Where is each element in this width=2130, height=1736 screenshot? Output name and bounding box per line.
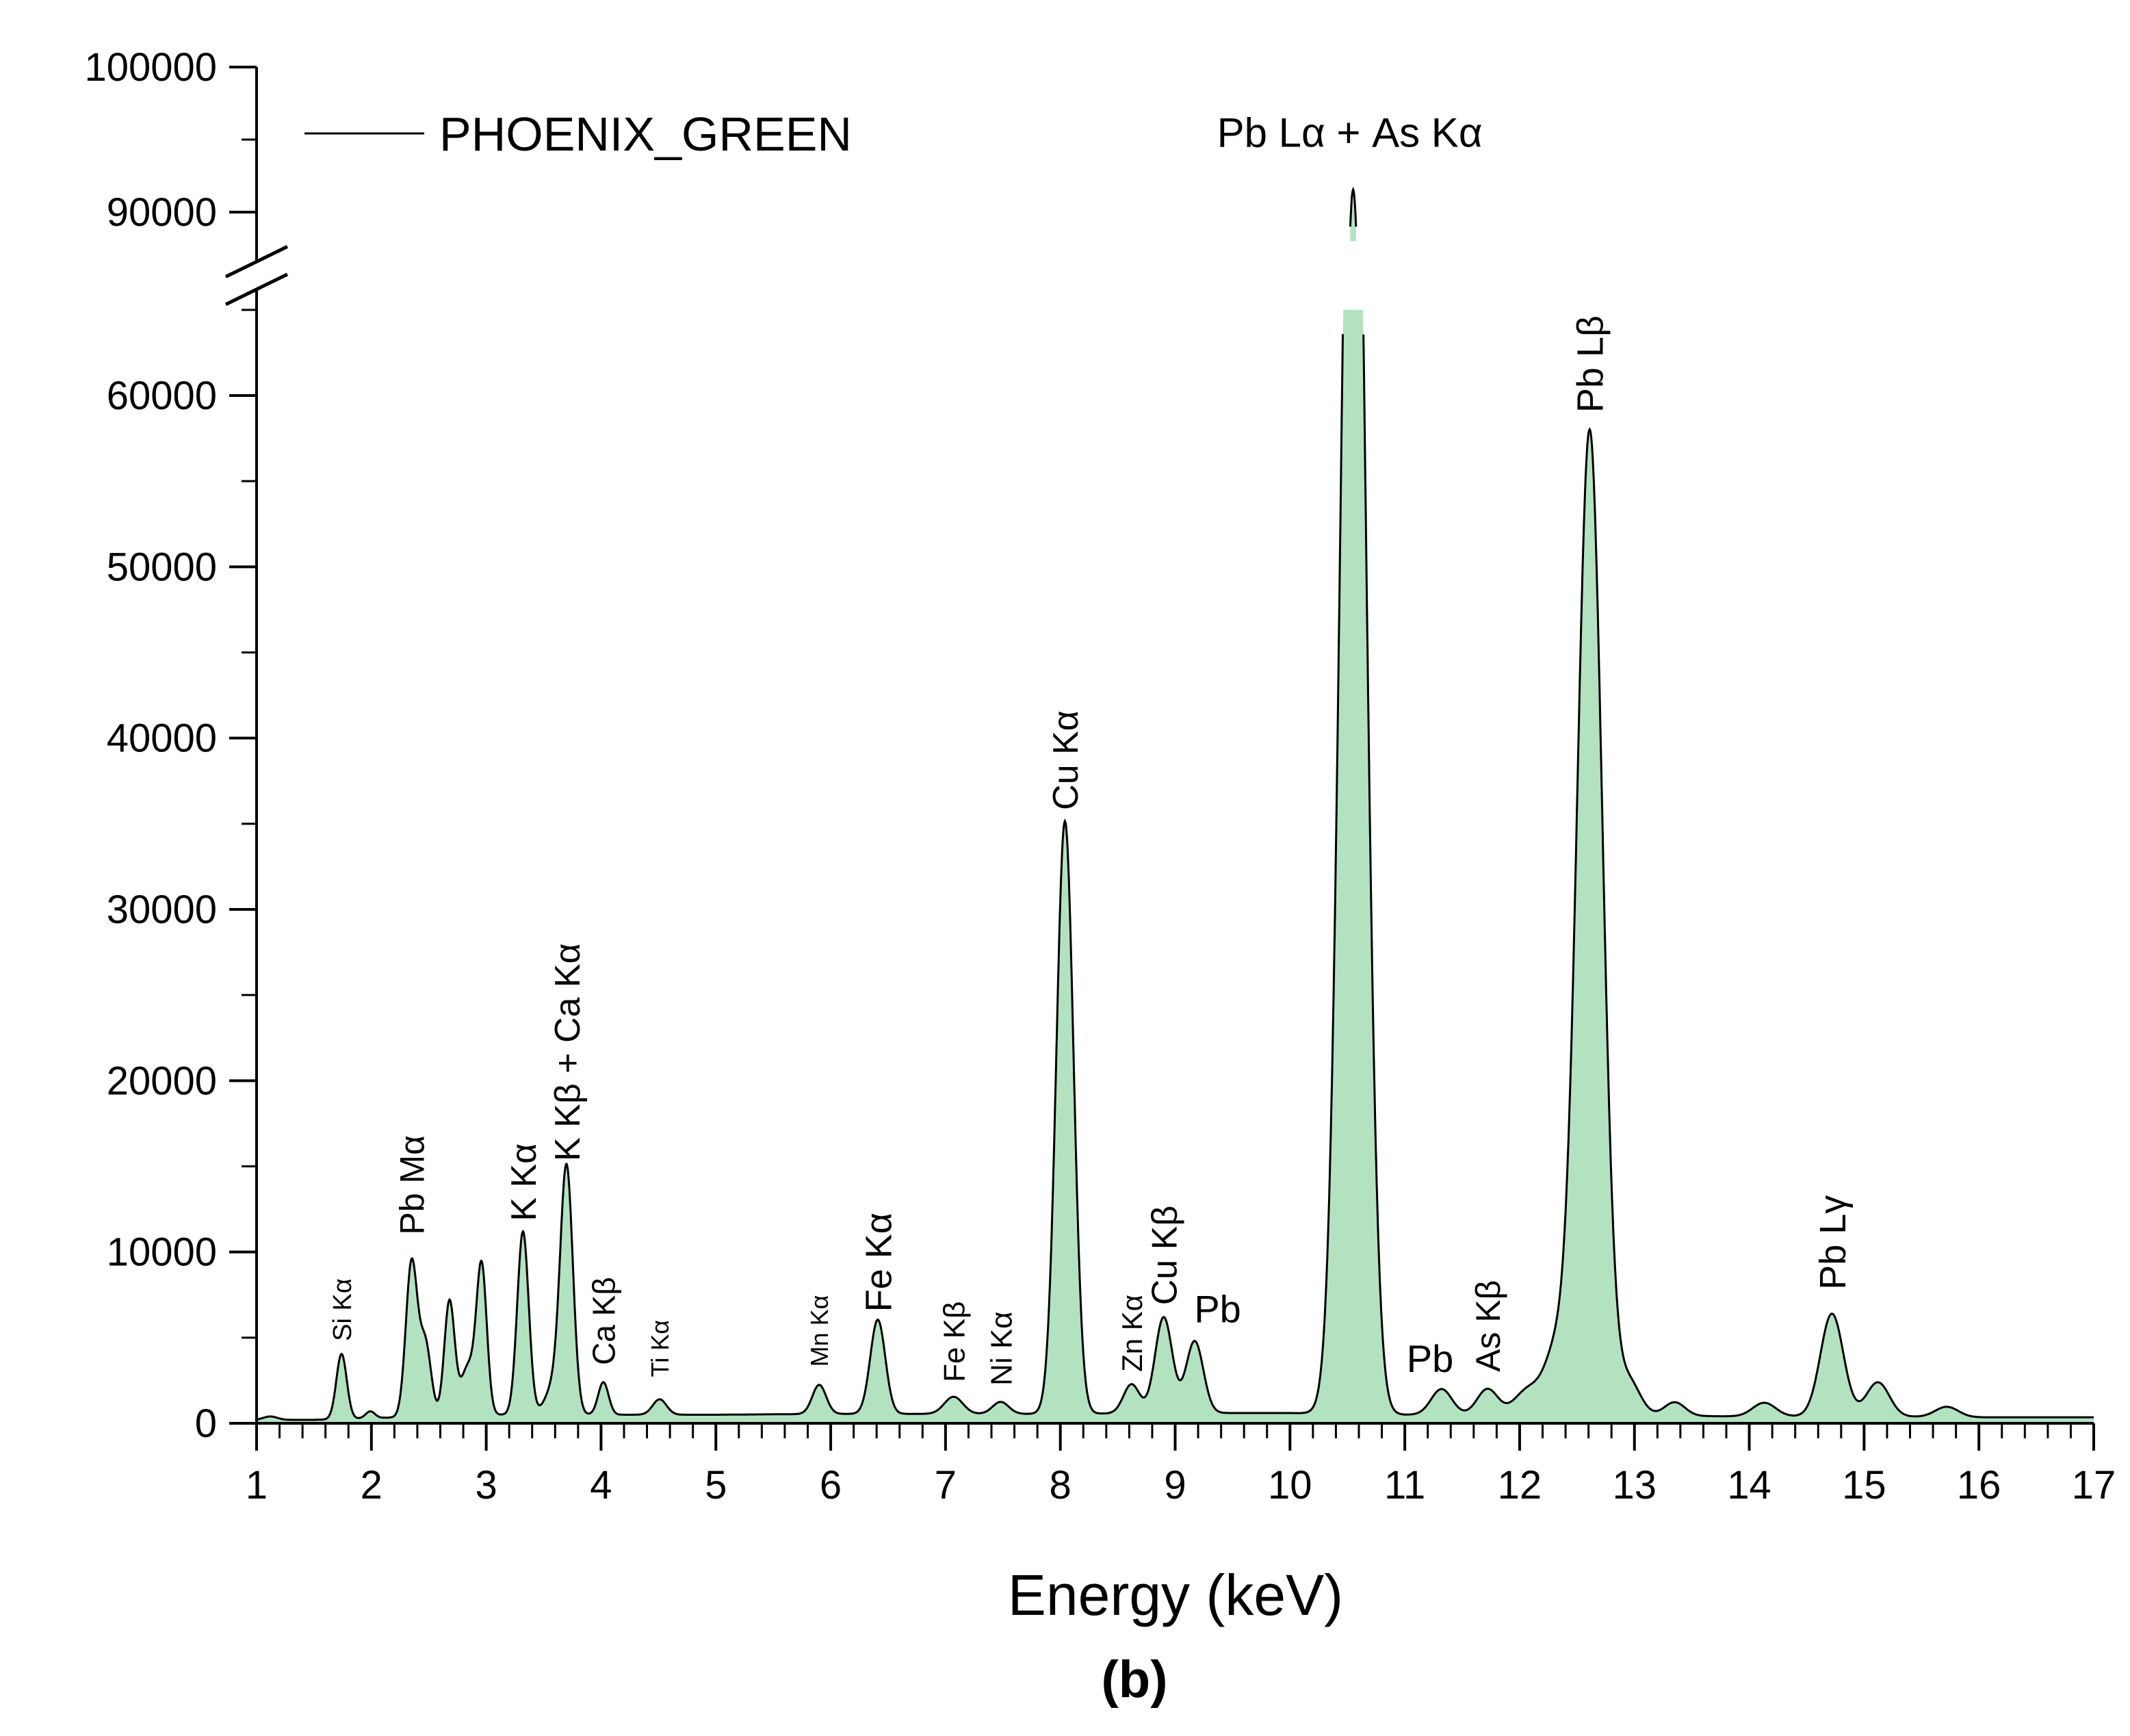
peak-label-cu-kb: Cu Kβ <box>1145 1206 1184 1306</box>
spectrum-line <box>1362 334 2094 1418</box>
peak-label-pb-lb: Pb Lβ <box>1570 315 1611 413</box>
peak-label-ni-ka: Ni Kα <box>985 1311 1018 1386</box>
axis-break-mark <box>224 245 289 278</box>
y-tick-label: 100000 <box>84 45 217 90</box>
peak-label-pb-la-as-ka: Pb Lα + As Kα <box>1217 110 1483 156</box>
x-axis-title: Energy (keV) <box>1008 1563 1343 1627</box>
x-tick-label: 4 <box>590 1463 612 1507</box>
x-tick-label: 5 <box>705 1463 727 1507</box>
peak-label-k-ka: K Kα <box>504 1143 544 1221</box>
peak-label-mn-ka: Mn Kα <box>805 1295 833 1367</box>
x-tick-label: 8 <box>1050 1463 1072 1507</box>
x-tick-label: 6 <box>820 1463 842 1507</box>
peak-label-k-kb-ca-ka: K Kβ + Ca Kα <box>548 943 588 1161</box>
spectrum-line <box>256 334 1344 1421</box>
peak-label-cu-ka: Cu Kα <box>1046 710 1086 810</box>
y-tick-label: 50000 <box>107 545 217 589</box>
y-tick-label: 10000 <box>107 1230 217 1275</box>
y-tick-label: 60000 <box>107 374 217 418</box>
peak-label-zn-ka: Zn Kα <box>1116 1295 1148 1372</box>
x-tick-label: 2 <box>361 1463 382 1507</box>
x-tick-label: 13 <box>1612 1463 1657 1507</box>
panel-label: (b) <box>1101 1650 1167 1709</box>
legend: PHOENIX_GREEN <box>304 107 852 161</box>
plot-area <box>256 186 2094 1423</box>
peak-label-si-ka: Si Kα <box>328 1278 357 1341</box>
x-tick-label: 3 <box>475 1463 497 1507</box>
y-tick-label: 0 <box>195 1401 217 1446</box>
x-tick-label: 7 <box>935 1463 957 1507</box>
y-tick-label: 20000 <box>107 1059 217 1103</box>
x-tick-label: 17 <box>2072 1463 2116 1507</box>
legend-label: PHOENIX_GREEN <box>439 107 852 161</box>
peak-annotations: Si Kα Pb Mα K KαK Kβ + Ca Kα Ca Kβ Ti Kα Mn K… <box>328 110 1854 1386</box>
peak-label-pb-ma: Pb Mα <box>393 1135 432 1235</box>
x-tick-label: 9 <box>1164 1463 1186 1507</box>
x-tick-label: 16 <box>1957 1463 2001 1507</box>
peak-label-ti-ka: Ti Kα <box>646 1320 674 1377</box>
x-tick-label: 12 <box>1498 1463 1542 1507</box>
y-tick-label: 90000 <box>107 190 217 235</box>
peak-label-ca-kb: Ca Kβ <box>586 1277 621 1365</box>
x-tick-label: 11 <box>1384 1463 1425 1507</box>
x-axis: 1 2 3 4 5 6 7 8 9 10 11 12 13 14 15 16 17 <box>246 1422 2116 1507</box>
spectrum-line <box>1349 186 1358 227</box>
y-tick-label: 40000 <box>107 716 217 761</box>
peak-label-fe-ka: Fe Kα <box>858 1213 899 1312</box>
x-tick-label: 15 <box>1842 1463 1886 1507</box>
y-tick-label: 30000 <box>107 888 217 932</box>
peak-label-pb-2: Pb <box>1407 1337 1454 1380</box>
y-axis: 0 10000 20000 30000 40000 50000 60000 90000 1000… <box>84 45 289 1446</box>
x-tick-label: 10 <box>1268 1463 1312 1507</box>
axis-break-mark <box>224 272 289 307</box>
peak-label-fe-kb: Fe Kβ <box>937 1301 971 1382</box>
peak-label-pb-lg: Pb Lγ <box>1813 1195 1854 1290</box>
x-tick-label: 1 <box>246 1463 268 1507</box>
peak-label-as-kb: As Kβ <box>1469 1280 1507 1372</box>
peak-label-pb-1: Pb <box>1194 1287 1241 1330</box>
x-tick-label: 14 <box>1727 1463 1771 1507</box>
